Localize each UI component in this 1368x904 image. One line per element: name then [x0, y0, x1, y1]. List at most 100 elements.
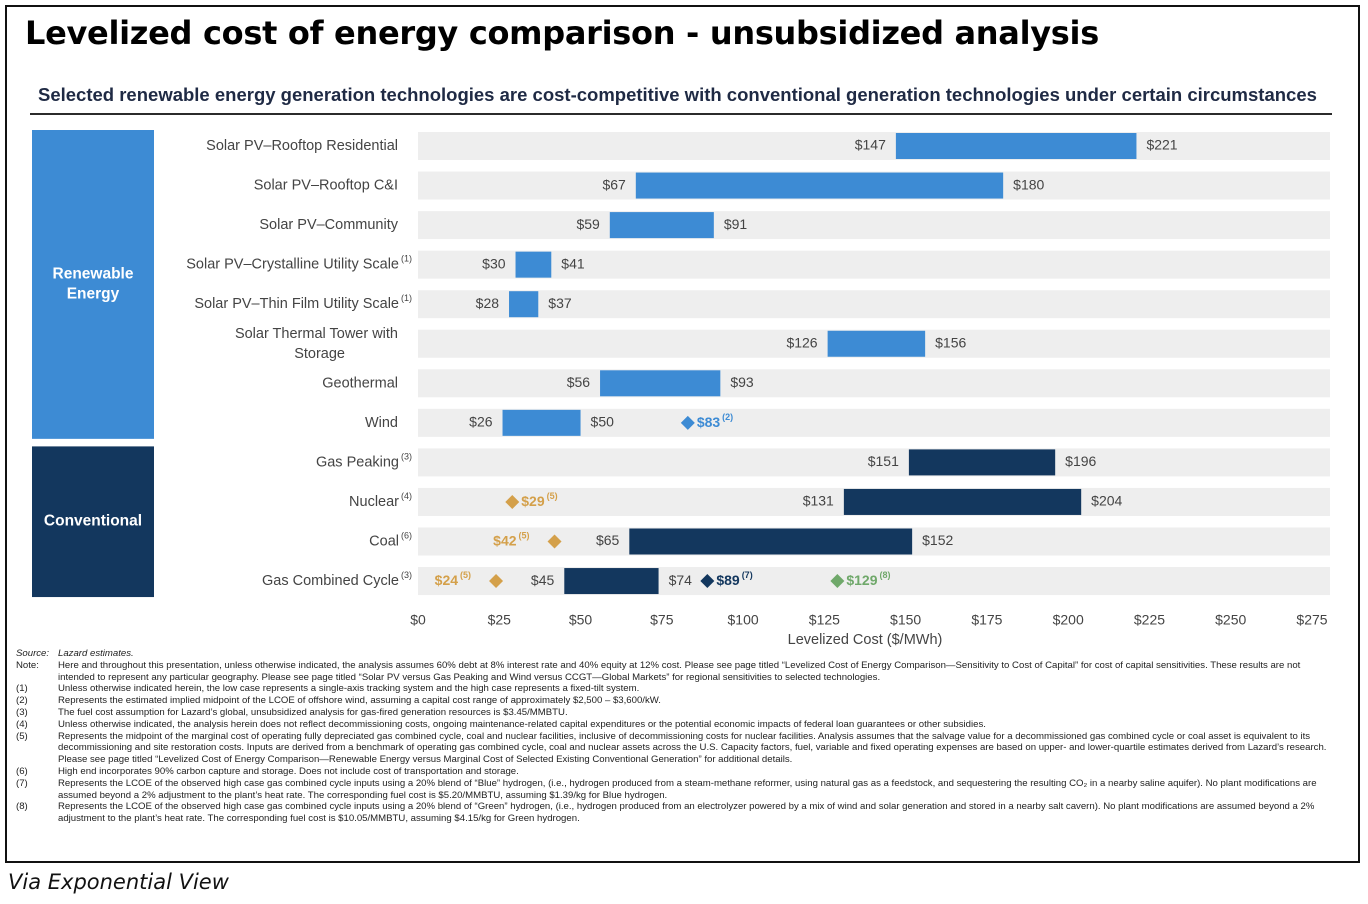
marker-label: $42 (5) — [493, 531, 529, 548]
category-label: Gas Peaking (3) — [316, 452, 412, 470]
footnote-row: (6) High end incorporates 90% carbon capt… — [16, 766, 1336, 778]
group-label-renewable-energy: Renewable Energy — [53, 266, 134, 303]
footnote-mark: (4) — [16, 718, 28, 730]
marker-diamond — [547, 534, 562, 549]
x-tick-label: $100 — [728, 612, 759, 628]
high-value-label: $221 — [1146, 137, 1177, 153]
footnote-row: (5) Represents the midpoint of the margin… — [16, 731, 1336, 766]
value-labels: $147 $221 $67 $180 $59 $91 $30 $41 $28 $37 $126 $15… — [469, 137, 1178, 588]
footnote-row: Note: Here and throughout this presentati… — [16, 660, 1336, 684]
footnote-mark: Note: — [16, 659, 39, 671]
row-background — [418, 211, 1330, 240]
footnote-text: Here and throughout this presentation, u… — [58, 659, 1301, 683]
footnote-mark: (3) — [16, 706, 28, 718]
footnote-row: (7) Represents the LCOE of the observed h… — [16, 778, 1336, 802]
footnote-mark: (8) — [16, 801, 28, 813]
category-labels: Solar PV–Rooftop Residential Solar PV–Roo… — [186, 138, 412, 589]
category-label: Solar PV–Rooftop C&I — [254, 177, 398, 193]
low-value-label: $147 — [855, 137, 886, 153]
footnote-mark: Source: — [16, 648, 50, 659]
high-value-label: $93 — [730, 374, 754, 390]
low-value-label: $131 — [803, 493, 834, 509]
footnote-row: (3) The fuel cost assumption for Lazard’s… — [16, 707, 1336, 719]
range-bar — [629, 528, 913, 555]
low-value-label: $30 — [482, 255, 506, 271]
x-tick-label: $125 — [809, 612, 840, 628]
range-bars — [502, 133, 1137, 595]
low-value-label: $28 — [476, 295, 500, 311]
high-value-label: $156 — [935, 334, 966, 350]
footnote-text: Unless otherwise indicated, the analysis… — [58, 718, 986, 730]
footnote-text: Lazard estimates. — [58, 648, 134, 659]
category-label: Gas Combined Cycle (3) — [262, 570, 412, 588]
footnote-row: (4) Unless otherwise indicated, the analy… — [16, 719, 1336, 731]
footnote-text: Unless otherwise indicated herein, the l… — [58, 683, 640, 695]
low-value-label: $151 — [868, 453, 899, 469]
low-value-label: $59 — [576, 216, 600, 232]
marker-label: $83 (2) — [697, 412, 733, 429]
footnote-row: (8) Represents the LCOE of the observed h… — [16, 801, 1336, 825]
x-tick-label: $25 — [488, 612, 512, 628]
marker-diamond — [489, 574, 504, 589]
group-label-conventional: Conventional — [44, 513, 142, 530]
row-background — [418, 290, 1330, 319]
range-bar — [509, 291, 539, 318]
chart-subtitle: Selected renewable energy generation tec… — [38, 84, 1317, 105]
row-background — [418, 132, 1330, 160]
x-axis-title: Levelized Cost ($/MWh) — [788, 632, 943, 648]
range-bar — [564, 568, 659, 595]
high-value-label: $180 — [1013, 176, 1044, 192]
high-value-label: $204 — [1091, 493, 1122, 509]
subtitle-divider — [30, 113, 1332, 115]
category-label: Geothermal — [322, 375, 398, 391]
high-value-label: $152 — [922, 532, 953, 548]
category-label: Solar PV–Rooftop Residential — [206, 138, 398, 154]
category-label: Coal (6) — [369, 531, 412, 549]
footnote-mark: (5) — [16, 730, 28, 742]
low-value-label: $26 — [469, 414, 493, 430]
x-tick-label: $225 — [1134, 612, 1165, 628]
footnote-row: (1) Unless otherwise indicated herein, th… — [16, 683, 1336, 695]
marker-diamond — [830, 574, 845, 589]
footnote-text: Represents the LCOE of the observed high… — [58, 801, 1315, 825]
x-tick-label: $75 — [650, 612, 674, 628]
x-tick-label: $0 — [410, 612, 426, 628]
point-markers: $83 (2) $29 (5) $42 (5) $24 (5) $89 (7) $129 (8) — [435, 412, 891, 589]
marker-label: $89 (7) — [716, 570, 752, 587]
row-background — [418, 250, 1330, 279]
high-value-label: $41 — [561, 255, 585, 271]
footnote-mark: (6) — [16, 765, 28, 777]
high-value-label: $50 — [591, 414, 615, 430]
footnotes: Source: Lazard estimates. Note: Here and th… — [16, 648, 1336, 825]
x-tick-label: $150 — [890, 612, 921, 628]
range-bar — [895, 133, 1137, 159]
high-value-label: $37 — [548, 295, 572, 311]
low-value-label: $126 — [786, 334, 817, 350]
footnote-mark: (1) — [16, 683, 28, 695]
x-tick-label: $275 — [1296, 612, 1327, 628]
group-panel-renewable-energy — [32, 130, 154, 439]
category-label: Solar PV–Crystalline Utility Scale (1) — [186, 254, 412, 272]
low-value-label: $67 — [602, 176, 626, 192]
low-value-label: $65 — [596, 532, 620, 548]
low-value-label: $45 — [531, 572, 555, 588]
range-bar — [600, 370, 721, 397]
group-panels: Renewable Energy Conventional — [32, 130, 154, 598]
marker-label: $129 (8) — [846, 570, 890, 587]
row-backgrounds — [418, 132, 1330, 596]
x-tick-label: $175 — [971, 612, 1002, 628]
footnote-row: (2) Represents the estimated implied midp… — [16, 695, 1336, 707]
category-label: Wind — [365, 415, 398, 431]
row-background — [418, 448, 1330, 477]
main-title: Levelized cost of energy comparison - un… — [25, 14, 1099, 52]
marker-diamond — [680, 415, 695, 430]
x-tick-label: $200 — [1053, 612, 1084, 628]
x-tick-label: $50 — [569, 612, 593, 628]
marker-label: $24 (5) — [435, 570, 471, 587]
range-bar — [502, 409, 581, 436]
high-value-label: $91 — [724, 216, 748, 232]
footnote-text: Represents the estimated implied midpoin… — [58, 695, 661, 707]
range-bar — [827, 330, 926, 357]
range-bar — [843, 488, 1082, 515]
